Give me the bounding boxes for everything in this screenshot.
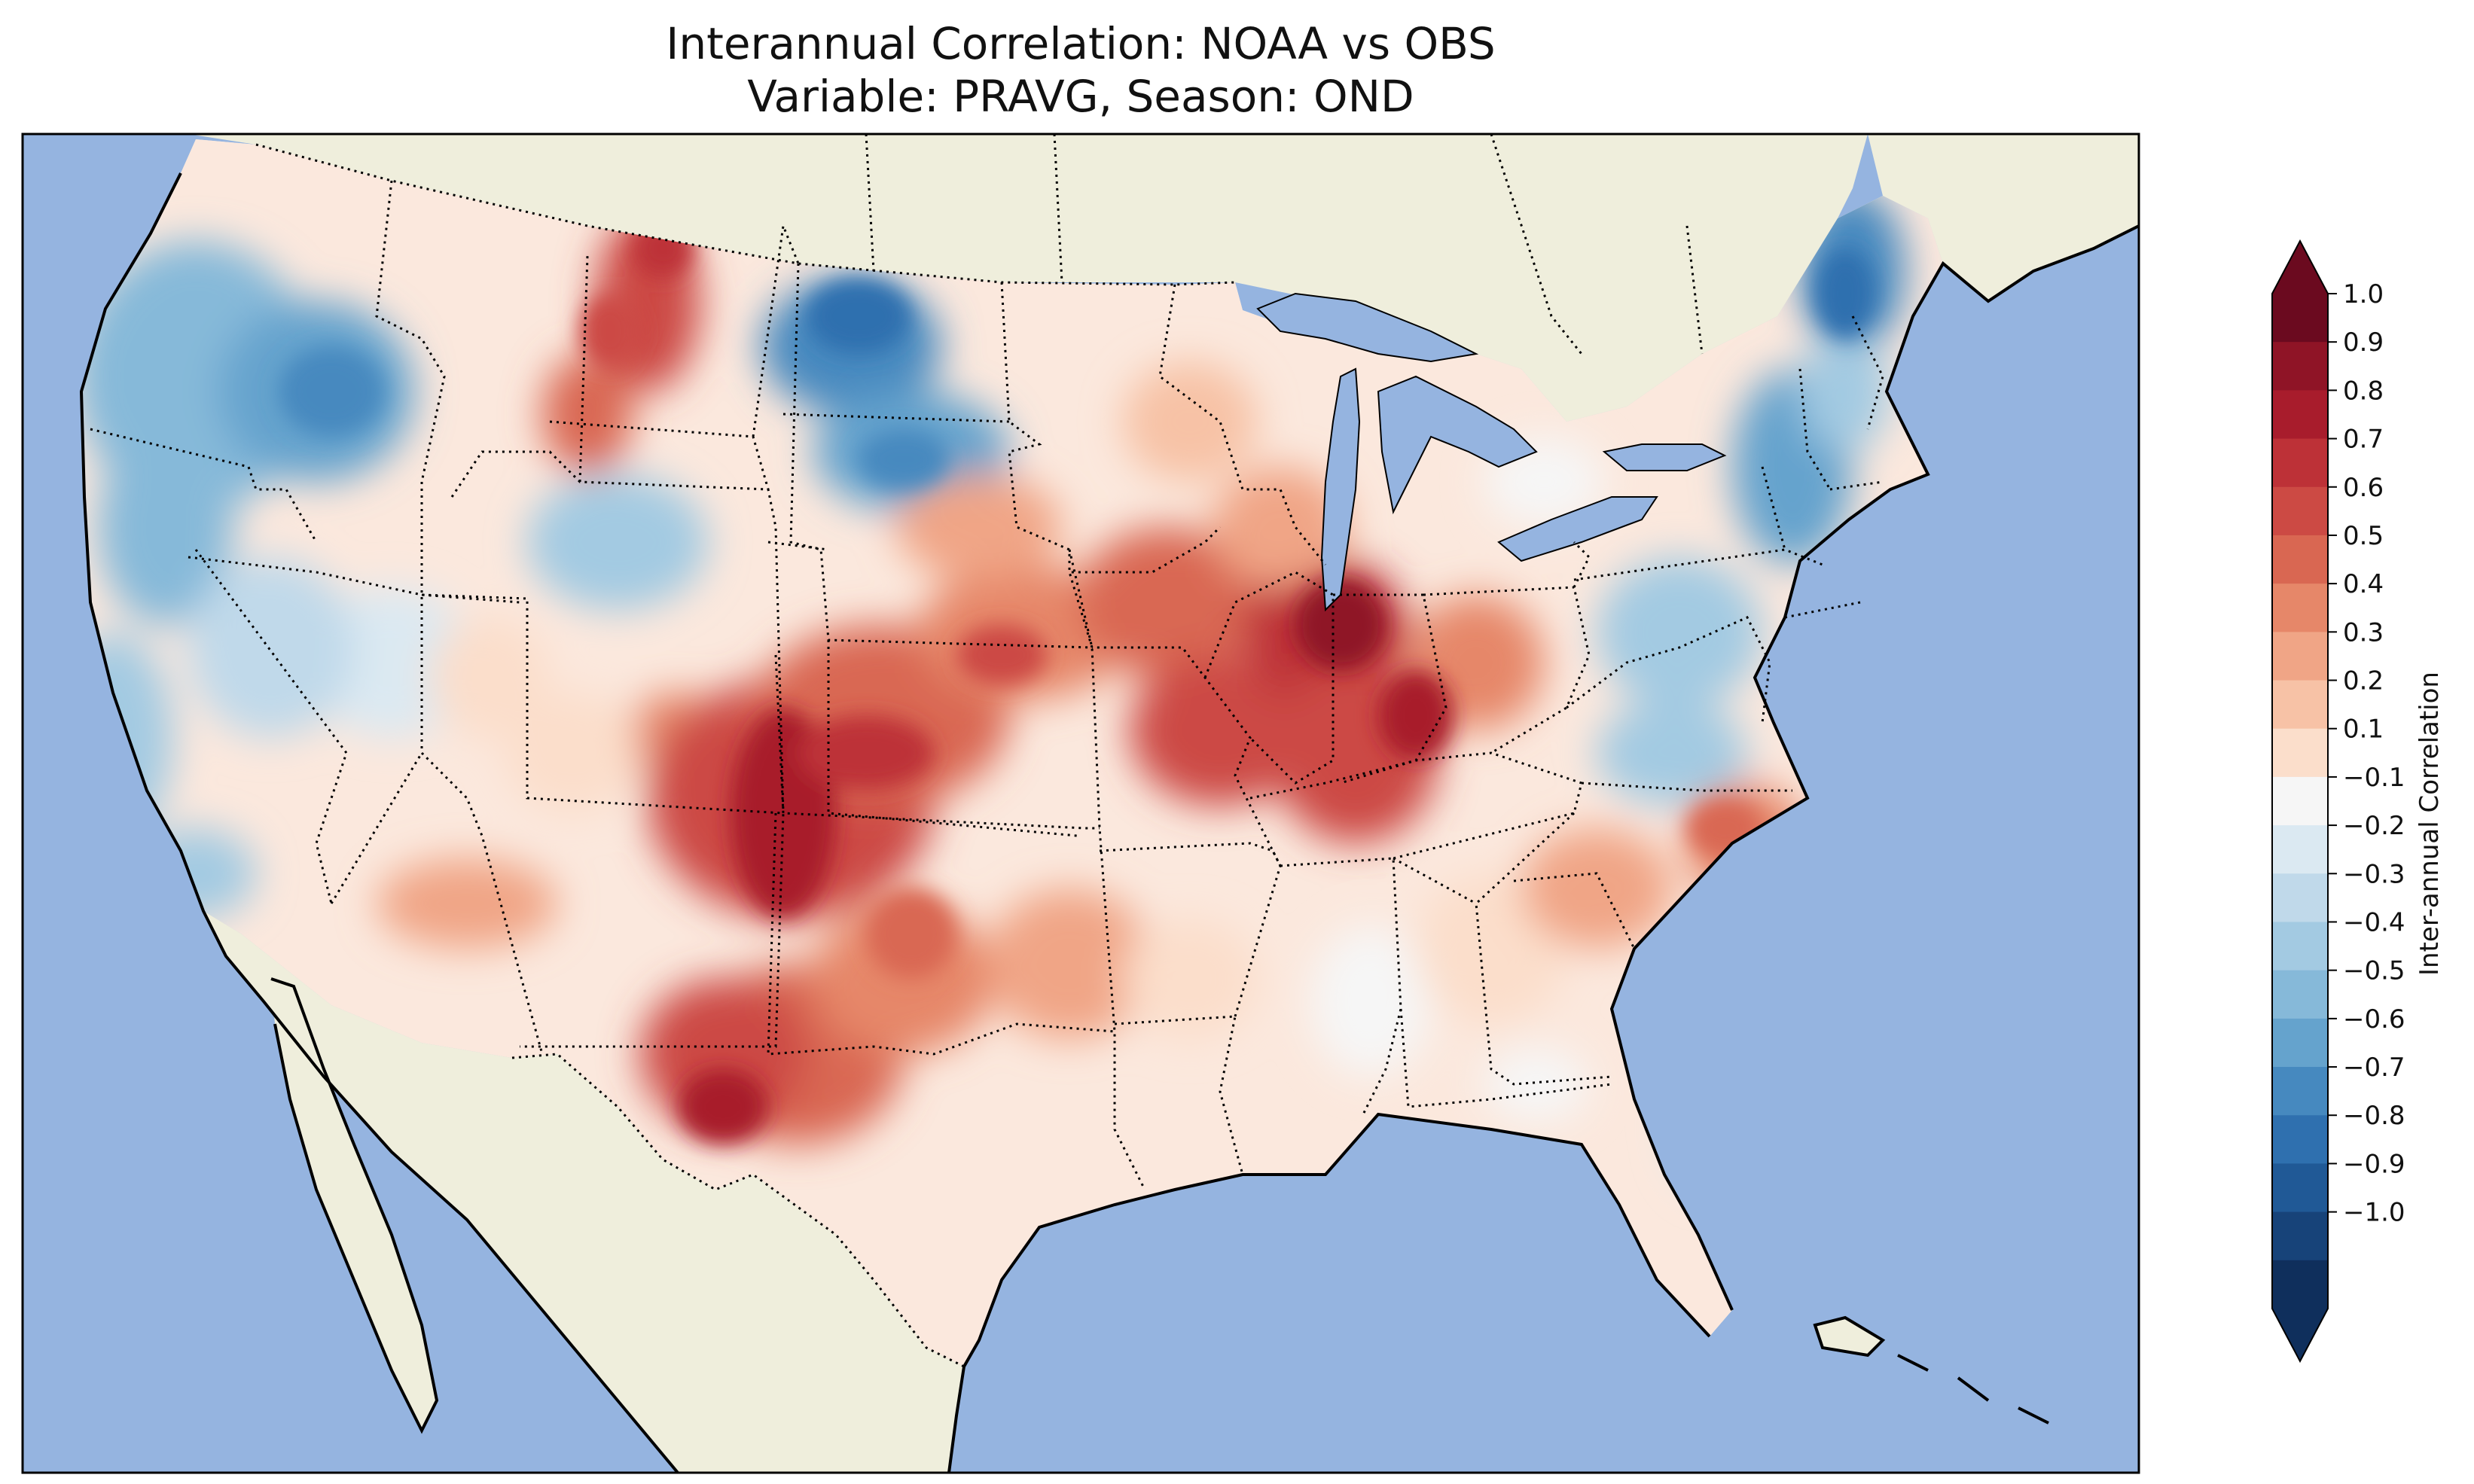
correlation-patch xyxy=(806,279,911,354)
correlation-patch xyxy=(987,888,1152,1039)
colorbar-swatch xyxy=(2272,632,2328,681)
correlation-patch xyxy=(896,474,1062,580)
correlation-patch xyxy=(859,429,949,489)
correlation-patch xyxy=(377,858,557,949)
correlation-patch xyxy=(1077,527,1258,678)
cuba xyxy=(1815,1318,1883,1355)
colorbar-tick-label: −0.5 xyxy=(2343,956,2405,986)
colorbar-tick-label: −0.9 xyxy=(2343,1149,2405,1179)
colorbar-swatch xyxy=(2272,1115,2328,1164)
state-borders xyxy=(90,180,1884,1190)
colorbar-swatch xyxy=(2272,486,2328,536)
correlation-patch xyxy=(429,617,550,738)
correlation-patch xyxy=(1122,919,1258,1039)
correlation-patch xyxy=(866,888,956,979)
colorbar-tick-label: 0.9 xyxy=(2343,328,2384,358)
colorbar-swatch xyxy=(2272,873,2328,922)
colorbar-swatch xyxy=(2272,1260,2328,1309)
correlation-patch xyxy=(505,693,640,813)
colorbar-swatch xyxy=(2272,1067,2328,1116)
correlation-patch xyxy=(678,1069,768,1144)
colorbar-swatch xyxy=(2272,438,2328,488)
correlation-patch xyxy=(1310,926,1431,1077)
correlation-patch xyxy=(640,979,806,1129)
correlation-patch xyxy=(1378,670,1454,760)
colorbar-swatch xyxy=(2272,294,2328,343)
colorbar-tick-label: −0.4 xyxy=(2343,907,2405,937)
correlation-patch xyxy=(1122,361,1258,482)
colorbar-swatch xyxy=(2272,390,2328,440)
colorbar-swatch xyxy=(2272,584,2328,632)
colorbar-outline xyxy=(2271,239,2329,1364)
colorbar-swatch xyxy=(2272,776,2328,826)
colorbar-swatch xyxy=(2272,535,2328,584)
colorbar-tick-label: 0.3 xyxy=(2343,617,2384,648)
correlation-patch xyxy=(1815,248,1875,339)
colorbar-tick-label: −1.0 xyxy=(2343,1198,2405,1228)
colorbar-swatch xyxy=(2272,1211,2328,1261)
great-lakes xyxy=(1256,292,1727,612)
colorbar-extend-top xyxy=(2272,241,2328,294)
colorbar-label: Inter-annual Correlation xyxy=(2415,672,2445,976)
correlation-patch xyxy=(542,354,633,474)
colorbar-tick-label: 0.5 xyxy=(2343,521,2384,551)
colorbar-tick-label: 0.1 xyxy=(2343,715,2384,745)
correlation-patch xyxy=(188,557,354,738)
canada-landmass xyxy=(188,134,1868,422)
colorbar-extend-bottom xyxy=(2272,1309,2328,1361)
colorbar-tick-label: −0.1 xyxy=(2343,763,2405,793)
colorbar-swatch xyxy=(2272,825,2328,874)
colorbar-tick-label: −0.7 xyxy=(2343,1053,2405,1083)
correlation-patch xyxy=(1597,700,1747,806)
colorbar-swatch xyxy=(2272,922,2328,971)
correlation-patch xyxy=(527,474,708,610)
colorbar-tick-label: 0.2 xyxy=(2343,666,2384,696)
colorbar-tick-label: −0.3 xyxy=(2343,859,2405,889)
correlation-field xyxy=(81,139,1943,1367)
correlation-patch xyxy=(279,346,384,437)
coastlines xyxy=(79,172,2139,1473)
baja-california xyxy=(271,979,437,1431)
colorbar-swatch xyxy=(2272,1018,2328,1068)
correlation-patch xyxy=(1521,828,1672,949)
colorbar-swatch xyxy=(2272,342,2328,391)
correlation-patch xyxy=(1213,467,1348,587)
colorbar-tick-label: 0.8 xyxy=(2343,376,2384,406)
correlation-patch xyxy=(1597,557,1762,708)
colorbar-swatch xyxy=(2272,728,2328,778)
colorbar-tick-label: −0.6 xyxy=(2343,1004,2405,1035)
colorbar-swatch xyxy=(2272,970,2328,1019)
colorbar-tick-label: −0.2 xyxy=(2343,811,2405,841)
correlation-patch xyxy=(798,715,934,791)
correlation-patch xyxy=(1800,331,1890,452)
map-panel xyxy=(23,134,2139,1473)
correlation-patch xyxy=(98,429,233,625)
colorbar-tick-label: −0.8 xyxy=(2343,1101,2405,1131)
colorbar-swatch xyxy=(2272,1163,2328,1213)
correlation-patch xyxy=(956,625,1047,685)
map-subtitle: Variable: PRAVG, Season: OND xyxy=(747,71,1414,122)
colorbar-tick-label: 0.6 xyxy=(2343,473,2384,503)
colorbar-tick-label: 1.0 xyxy=(2343,279,2384,309)
colorbar-swatch xyxy=(2272,680,2328,730)
map-title: Interannual Correlation: NOAA vs OBS xyxy=(666,18,1496,69)
colorbar-tick-label: 0.4 xyxy=(2343,569,2384,599)
map-frame xyxy=(21,133,2140,1474)
correlation-patch xyxy=(1295,580,1386,670)
colorbar: 1.0 0.9 0.8 0.7 0.6 0.5 0.4 0.3 0.2 0.1 −0.1 −0.2 −0… xyxy=(2271,239,2405,1364)
colorbar-tick-label: 0.7 xyxy=(2343,425,2384,455)
correlation-patch xyxy=(1484,1047,1589,1122)
atlantic-canada xyxy=(1868,134,2139,301)
mexico-landmass xyxy=(203,911,964,1473)
correlation-patch xyxy=(580,294,640,369)
correlation-patch xyxy=(1130,655,1310,806)
